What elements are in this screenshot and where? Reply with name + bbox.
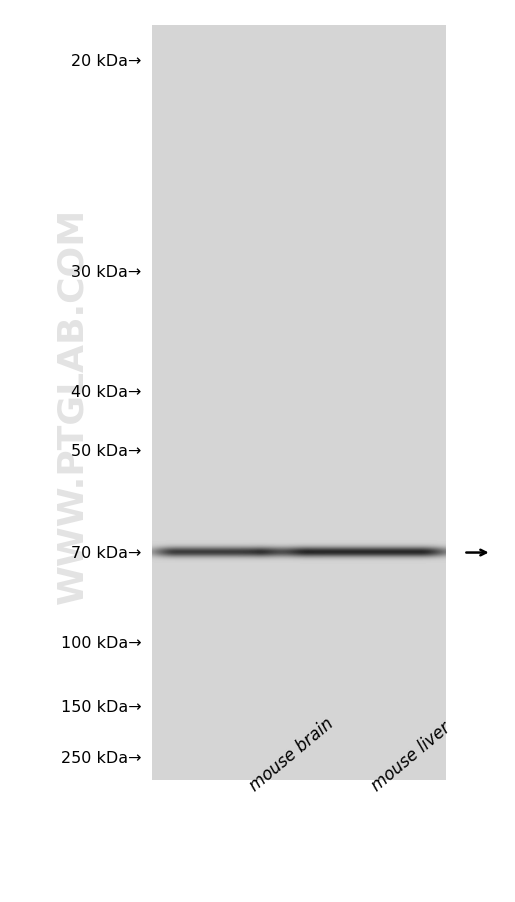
Text: 150 kDa→: 150 kDa→ — [61, 699, 142, 713]
Text: 100 kDa→: 100 kDa→ — [61, 636, 142, 650]
Text: 250 kDa→: 250 kDa→ — [61, 750, 142, 765]
Text: 50 kDa→: 50 kDa→ — [71, 444, 142, 458]
Text: 30 kDa→: 30 kDa→ — [72, 265, 142, 280]
Text: 20 kDa→: 20 kDa→ — [71, 54, 142, 69]
Text: 40 kDa→: 40 kDa→ — [71, 385, 142, 400]
Text: WWW.PTGLAB.COM: WWW.PTGLAB.COM — [55, 208, 89, 603]
Text: mouse liver: mouse liver — [368, 718, 454, 795]
Text: 70 kDa→: 70 kDa→ — [71, 546, 142, 560]
Text: mouse brain: mouse brain — [246, 713, 337, 795]
Bar — [152, 27, 445, 780]
